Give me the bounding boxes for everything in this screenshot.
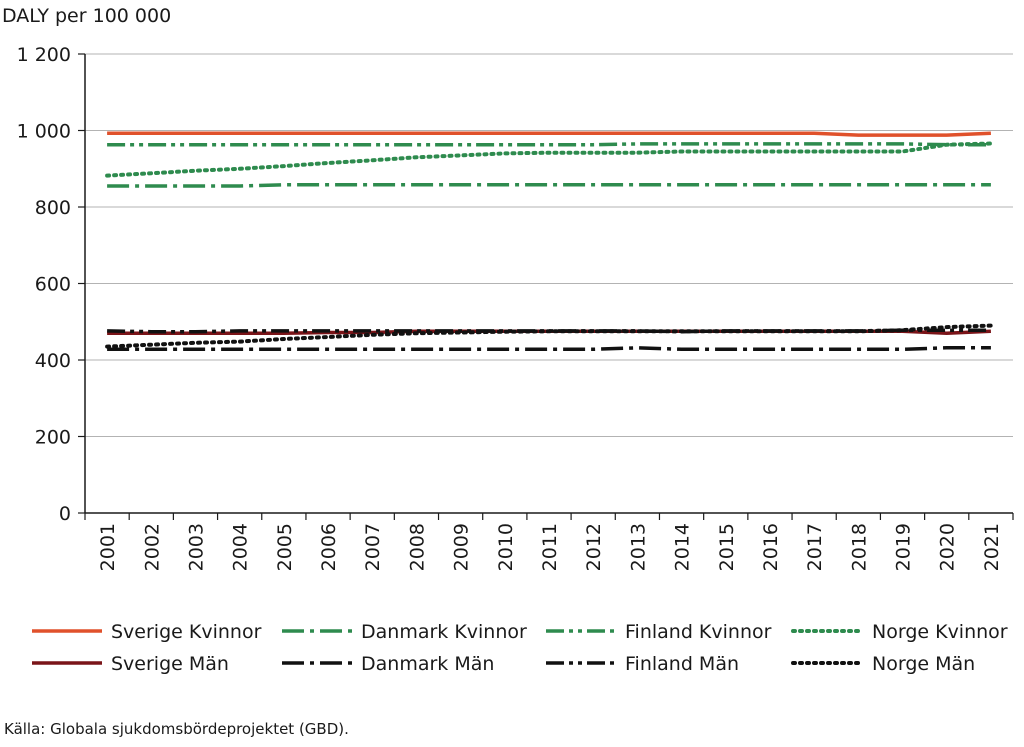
x-tick-label: 2007 bbox=[362, 523, 384, 571]
x-tick-label: 2005 bbox=[274, 523, 296, 571]
x-tick-label: 2004 bbox=[230, 523, 252, 571]
x-tick-label: 2020 bbox=[937, 523, 959, 571]
y-tick-label: 400 bbox=[35, 350, 71, 372]
x-tick-label: 2016 bbox=[760, 523, 782, 571]
series-line-danmark-kvinnor bbox=[107, 183, 991, 188]
source-note: Källa: Globala sjukdomsbördeprojektet (G… bbox=[4, 720, 349, 738]
x-tick-label: 2008 bbox=[406, 523, 428, 571]
series-line-finland-kvinnor bbox=[107, 142, 991, 147]
x-tick-label: 2012 bbox=[583, 523, 605, 571]
legend-label: Sverige Kvinnor bbox=[111, 621, 262, 643]
series-lines bbox=[105, 131, 993, 352]
series-line-finland-män bbox=[107, 328, 991, 334]
series-line-sverige-kvinnor bbox=[107, 131, 991, 137]
y-axis-title: DALY per 100 000 bbox=[2, 5, 171, 27]
x-tick-label: 2010 bbox=[495, 523, 517, 571]
x-tick-label: 2009 bbox=[451, 523, 473, 571]
x-tick-label: 2014 bbox=[672, 523, 694, 571]
legend-label: Finland Män bbox=[625, 653, 739, 675]
x-tick-label: 2001 bbox=[97, 523, 119, 571]
legend: Sverige Kvinnor Danmark Kvinnor Finland Kv… bbox=[32, 621, 1008, 675]
series-line-danmark-män bbox=[107, 346, 991, 352]
series-line-norge-män bbox=[105, 323, 993, 349]
x-tick-labels: 2001 2002 2003 2004 2005 2006 2007 2008 2009 2010… bbox=[97, 523, 1003, 571]
x-tick-label: 2013 bbox=[627, 523, 649, 571]
axes bbox=[78, 53, 1014, 520]
gridlines bbox=[85, 53, 1013, 437]
x-tick-label: 2006 bbox=[318, 523, 340, 571]
x-tick-label: 2019 bbox=[893, 523, 915, 571]
legend-label: Norge Kvinnor bbox=[872, 621, 1008, 643]
legend-label: Danmark Kvinnor bbox=[361, 621, 527, 643]
y-tick-label: 200 bbox=[35, 427, 71, 449]
y-tick-labels: 0 200 400 600 800 1 000 1 200 bbox=[17, 44, 71, 525]
x-tick-label: 2015 bbox=[716, 523, 738, 571]
x-tick-label: 2018 bbox=[848, 523, 870, 571]
x-tick-label: 2011 bbox=[539, 523, 561, 571]
x-tick-label: 2003 bbox=[185, 523, 207, 571]
x-tick-label: 2017 bbox=[804, 523, 826, 571]
legend-label: Sverige Män bbox=[111, 653, 229, 675]
legend-label: Norge Män bbox=[872, 653, 975, 675]
y-tick-label: 800 bbox=[35, 197, 71, 219]
y-tick-label: 600 bbox=[35, 274, 71, 296]
legend-label: Danmark Män bbox=[361, 653, 494, 675]
legend-label: Finland Kvinnor bbox=[625, 621, 772, 643]
y-tick-label: 0 bbox=[59, 503, 71, 525]
x-tick-label: 2002 bbox=[141, 523, 163, 571]
x-tick-label: 2021 bbox=[981, 523, 1003, 571]
y-tick-label: 1 200 bbox=[17, 44, 71, 66]
series-line-norge-kvinnor bbox=[105, 141, 993, 178]
y-tick-label: 1 000 bbox=[17, 121, 71, 143]
